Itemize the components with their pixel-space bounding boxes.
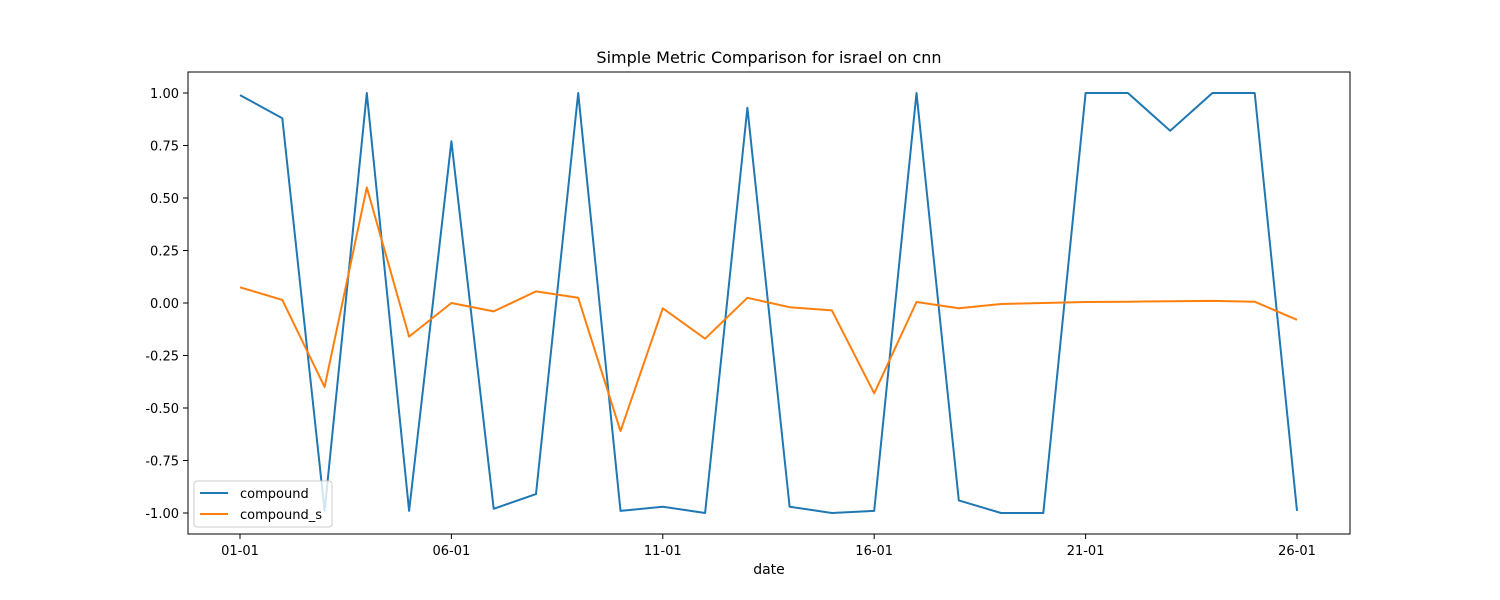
- y-tick-label: 0.25: [150, 245, 179, 260]
- x-tick-label: 01-01: [221, 544, 259, 559]
- y-tick-label: -0.25: [145, 350, 179, 365]
- y-tick-label: -1.00: [145, 507, 179, 522]
- y-tick-label: -0.50: [145, 402, 179, 417]
- x-tick-label: 21-01: [1067, 544, 1105, 559]
- y-tick-label: 1.00: [150, 87, 179, 102]
- chart-title: Simple Metric Comparison for israel on c…: [596, 48, 941, 67]
- y-tick-label: 0.75: [150, 140, 179, 155]
- x-tick-label: 06-01: [433, 544, 471, 559]
- y-tick-label: -0.75: [145, 455, 179, 470]
- legend-label-compound: compound: [240, 487, 309, 502]
- plot-area: -1.00 -0.75 -0.50 -0.25 0.00 0.25 0.50 0.75 1.00…: [145, 71, 1351, 559]
- series-line-compound-s: [239, 186, 1298, 433]
- x-tick-label: 11-01: [644, 544, 682, 559]
- x-tick-label: 16-01: [855, 544, 893, 559]
- y-tick-label: 0.50: [150, 192, 179, 207]
- legend-label-compound-s: compound_s: [240, 508, 322, 523]
- legend-box: [193, 480, 333, 528]
- x-axis-label: date: [753, 562, 785, 578]
- series-line-compound: [239, 92, 1298, 514]
- y-tick-label: 0.00: [150, 297, 179, 312]
- x-tick-label: 26-01: [1278, 544, 1316, 559]
